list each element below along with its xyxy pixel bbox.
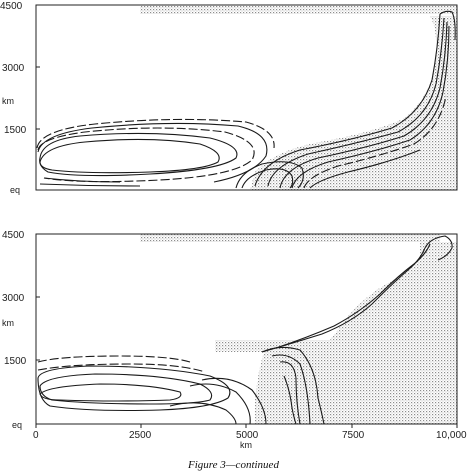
top-y-tick-4500: 4500 <box>0 1 23 12</box>
bottom-x-unit-label: km <box>240 440 252 450</box>
top-y-axis: 4500 3000 km 1500 eq <box>0 1 40 195</box>
top-y-tick-3000: 3000 <box>2 63 25 74</box>
top-y-tick-eq: eq <box>10 185 20 195</box>
top-panel: 4500 3000 km 1500 eq <box>0 1 458 195</box>
top-stipple-region-east <box>250 16 457 190</box>
bottom-x-tick-7500: 7500 <box>342 430 365 441</box>
bottom-x-tick-2500: 2500 <box>129 430 152 441</box>
top-y-tick-1500: 1500 <box>4 125 27 136</box>
bottom-x-tick-0: 0 <box>33 430 39 441</box>
bottom-y-tick-4500: 4500 <box>2 230 25 241</box>
top-stipple-band-surface <box>140 5 457 14</box>
bottom-y-unit-label: km <box>2 318 14 328</box>
bottom-x-axis: 0 2500 5000 7500 10,000 km <box>33 424 467 450</box>
bottom-stipple-band-surface <box>140 234 440 242</box>
bottom-stipple-region-east <box>215 242 457 424</box>
bottom-x-tick-10000: 10,000 <box>436 430 467 441</box>
top-western-gyre-contours <box>36 118 275 187</box>
bottom-y-tick-1500: 1500 <box>4 356 27 367</box>
bottom-panel: 4500 3000 km 1500 eq 0 2500 5000 7500 10… <box>2 230 467 450</box>
bottom-eastern-contours <box>261 235 453 425</box>
bottom-y-tick-eq: eq <box>12 420 22 430</box>
top-panel-frame <box>35 4 458 191</box>
bottom-y-tick-3000: 3000 <box>2 293 25 304</box>
top-eastern-contours <box>235 10 456 189</box>
top-y-unit-label: km <box>2 96 14 106</box>
figure-caption: Figure 3—continued <box>187 459 279 471</box>
bottom-y-axis: 4500 3000 km 1500 eq <box>2 230 40 430</box>
bottom-western-gyre-contours <box>37 355 267 425</box>
bottom-x-tick-5000: 5000 <box>236 430 259 441</box>
